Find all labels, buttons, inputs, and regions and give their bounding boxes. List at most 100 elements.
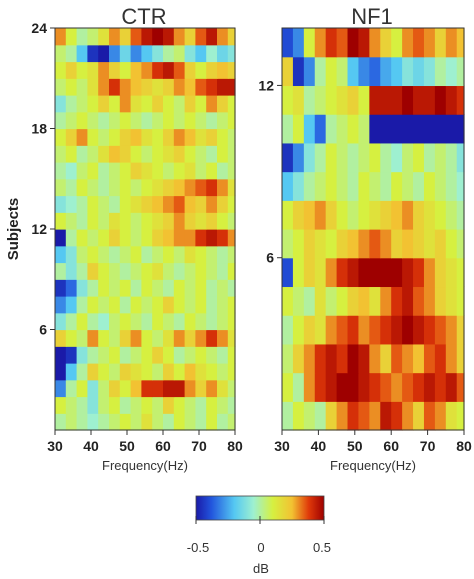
ctr-cell [195, 145, 207, 163]
ctr-cell [65, 78, 78, 96]
ctr-cell [152, 145, 164, 163]
ctr-cell [227, 363, 236, 381]
ctr-cell [119, 111, 132, 130]
ctr-cell [130, 61, 142, 79]
nf1-cell [391, 200, 403, 230]
ctr-cell [141, 396, 153, 414]
nf1-cell [358, 114, 370, 144]
nf1-cell [391, 56, 403, 87]
ctr-cell [163, 413, 175, 431]
nf1-cell [369, 85, 381, 115]
nf1-cell [402, 28, 414, 58]
nf1-cell [358, 315, 370, 345]
ctr-cell [227, 413, 236, 431]
ctr-cell [217, 329, 229, 347]
nf1-cell [347, 85, 360, 115]
ctr-cell [65, 212, 78, 230]
nf1-x-tick-label: 80 [456, 438, 472, 454]
nf1-cell [402, 200, 414, 230]
nf1-cell [369, 56, 381, 87]
nf1-cell [413, 315, 425, 345]
nf1-cell [292, 114, 305, 144]
nf1-cell [423, 114, 436, 144]
nf1-cell [413, 200, 425, 230]
nf1-cell [413, 343, 425, 374]
ctr-cell [206, 396, 218, 414]
ctr-cell [119, 195, 132, 213]
nf1-cell [314, 286, 327, 316]
ctr-cell [98, 145, 110, 163]
nf1-cell [391, 171, 403, 201]
ctr-cell [163, 178, 175, 197]
ctr-cell [206, 145, 218, 163]
nf1-cell [380, 372, 392, 402]
ctr-cell [141, 312, 153, 331]
ctr-cell [76, 262, 88, 280]
ctr-title: CTR [121, 4, 166, 29]
ctr-cell [163, 78, 175, 96]
ctr-cell [173, 363, 186, 381]
ctr-cell [109, 396, 121, 414]
ctr-cell [227, 396, 236, 414]
ctr-cell [87, 61, 99, 79]
nf1-cell [347, 114, 360, 144]
ctr-cell [109, 111, 121, 130]
ctr-cell [217, 363, 229, 381]
nf1-cell [325, 28, 338, 58]
nf1-cell [445, 229, 458, 259]
ctr-cell [217, 346, 229, 364]
ctr-cell [227, 28, 236, 46]
nf1-x-tick-label: 60 [383, 438, 399, 454]
ctr-cell [173, 262, 186, 280]
ctr-cell [184, 61, 196, 79]
ctr-cell [109, 296, 121, 314]
nf1-cell [369, 171, 381, 201]
ctr-x-tick-label: 70 [191, 438, 207, 454]
nf1-cell [358, 401, 370, 431]
nf1-cell [336, 401, 349, 431]
ctr-cell [217, 111, 229, 130]
ctr-cell [141, 44, 153, 63]
nf1-cell [336, 171, 349, 201]
nf1-cell [402, 142, 414, 173]
nf1-cell [325, 315, 338, 345]
nf1-cell [402, 286, 414, 316]
ctr-cell [119, 262, 132, 280]
nf1-cell [303, 286, 316, 316]
ctr-cell [195, 178, 207, 197]
ctr-cell [152, 44, 164, 63]
nf1-cell [380, 315, 392, 345]
ctr-cell [55, 396, 67, 414]
nf1-cell [391, 28, 403, 58]
ctr-cell [130, 312, 142, 331]
nf1-cell [413, 229, 425, 259]
ctr-cell [130, 329, 142, 347]
nf1-cell [325, 229, 338, 259]
ctr-cell [217, 262, 229, 280]
ctr-cell [55, 162, 67, 180]
ctr-cell [109, 245, 121, 264]
ctr-cell [217, 279, 229, 297]
nf1-cell [456, 142, 465, 173]
ctr-cell [55, 78, 67, 96]
ctr-cell [76, 111, 88, 130]
nf1-cell [391, 85, 403, 115]
ctr-cell [76, 28, 88, 46]
ctr-cell [65, 262, 78, 280]
nf1-cell [402, 315, 414, 345]
ctr-cell [206, 28, 218, 46]
ctr-cell [76, 78, 88, 96]
nf1-cell [380, 200, 392, 230]
ctr-cell [206, 111, 218, 130]
ctr-cell [227, 329, 236, 347]
nf1-cell [292, 56, 305, 87]
ctr-cell [87, 145, 99, 163]
nf1-cell [402, 257, 414, 288]
ctr-cell [163, 396, 175, 414]
nf1-cell [423, 315, 436, 345]
ctr-cell [152, 396, 164, 414]
nf1-cell [423, 372, 436, 402]
nf1-cell [434, 114, 447, 144]
ctr-cell [141, 245, 153, 264]
ctr-cell [98, 61, 110, 79]
